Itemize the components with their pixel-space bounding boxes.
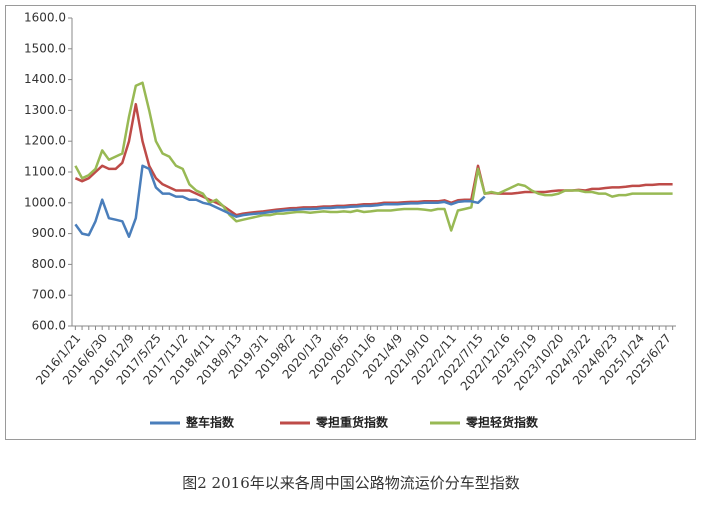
series-line bbox=[74, 81, 673, 232]
chart-frame bbox=[5, 5, 696, 440]
y-tick-label: 1200.0 bbox=[24, 134, 66, 148]
y-tick-label: 1300.0 bbox=[24, 103, 66, 117]
series-line bbox=[74, 102, 673, 217]
y-tick-label: 600.0 bbox=[32, 319, 66, 333]
series-line bbox=[74, 164, 486, 238]
y-tick-label: 700.0 bbox=[32, 288, 66, 302]
y-tick-label: 1400.0 bbox=[24, 72, 66, 86]
caption: 图2 2016年以来各周中国公路物流运价分车型指数 bbox=[182, 474, 520, 492]
legend-label: 整车指数 bbox=[185, 415, 235, 430]
y-tick-label: 900.0 bbox=[32, 226, 66, 240]
y-tick-label: 1600.0 bbox=[24, 11, 66, 25]
y-tick-label: 1000.0 bbox=[24, 195, 66, 209]
legend-label: 零担重货指数 bbox=[315, 415, 389, 430]
legend-label: 零担轻货指数 bbox=[465, 415, 539, 430]
y-tick-label: 1500.0 bbox=[24, 41, 66, 55]
y-tick-label: 800.0 bbox=[32, 257, 66, 271]
y-tick-label: 1100.0 bbox=[24, 165, 66, 179]
